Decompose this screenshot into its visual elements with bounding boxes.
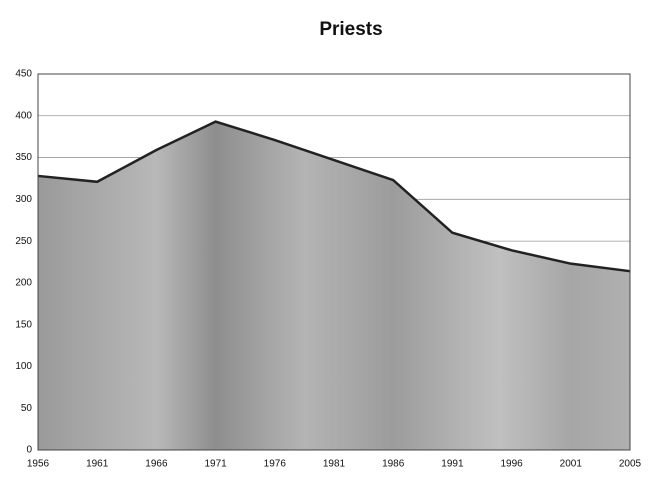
x-tick-label: 1971 [204,459,227,470]
x-tick-label: 1976 [264,459,287,470]
y-tick-label: 100 [15,361,32,372]
y-tick-label: 200 [15,278,32,289]
x-tick-label: 2001 [560,459,583,470]
y-tick-label: 50 [21,403,33,414]
y-tick-label: 0 [26,445,32,456]
y-tick-label: 150 [15,319,32,330]
x-tick-label: 1996 [500,459,523,470]
y-tick-label: 400 [15,110,32,121]
x-tick-label: 1961 [86,459,109,470]
x-tick-label: 1956 [27,459,50,470]
y-tick-label: 250 [15,236,32,247]
x-tick-label: 1966 [145,459,168,470]
x-tick-label: 2005 [619,459,642,470]
area [38,121,630,451]
area-line [37,120,631,273]
y-tick-label: 450 [15,69,32,80]
y-tick-label: 300 [15,194,32,205]
y-tick-label: 350 [15,152,32,163]
x-tick-label: 1981 [323,459,346,470]
plot-border [37,73,631,451]
chart-title: Priests [319,19,382,40]
x-tick-label: 1986 [382,459,405,470]
x-tick-label: 1991 [441,459,464,470]
